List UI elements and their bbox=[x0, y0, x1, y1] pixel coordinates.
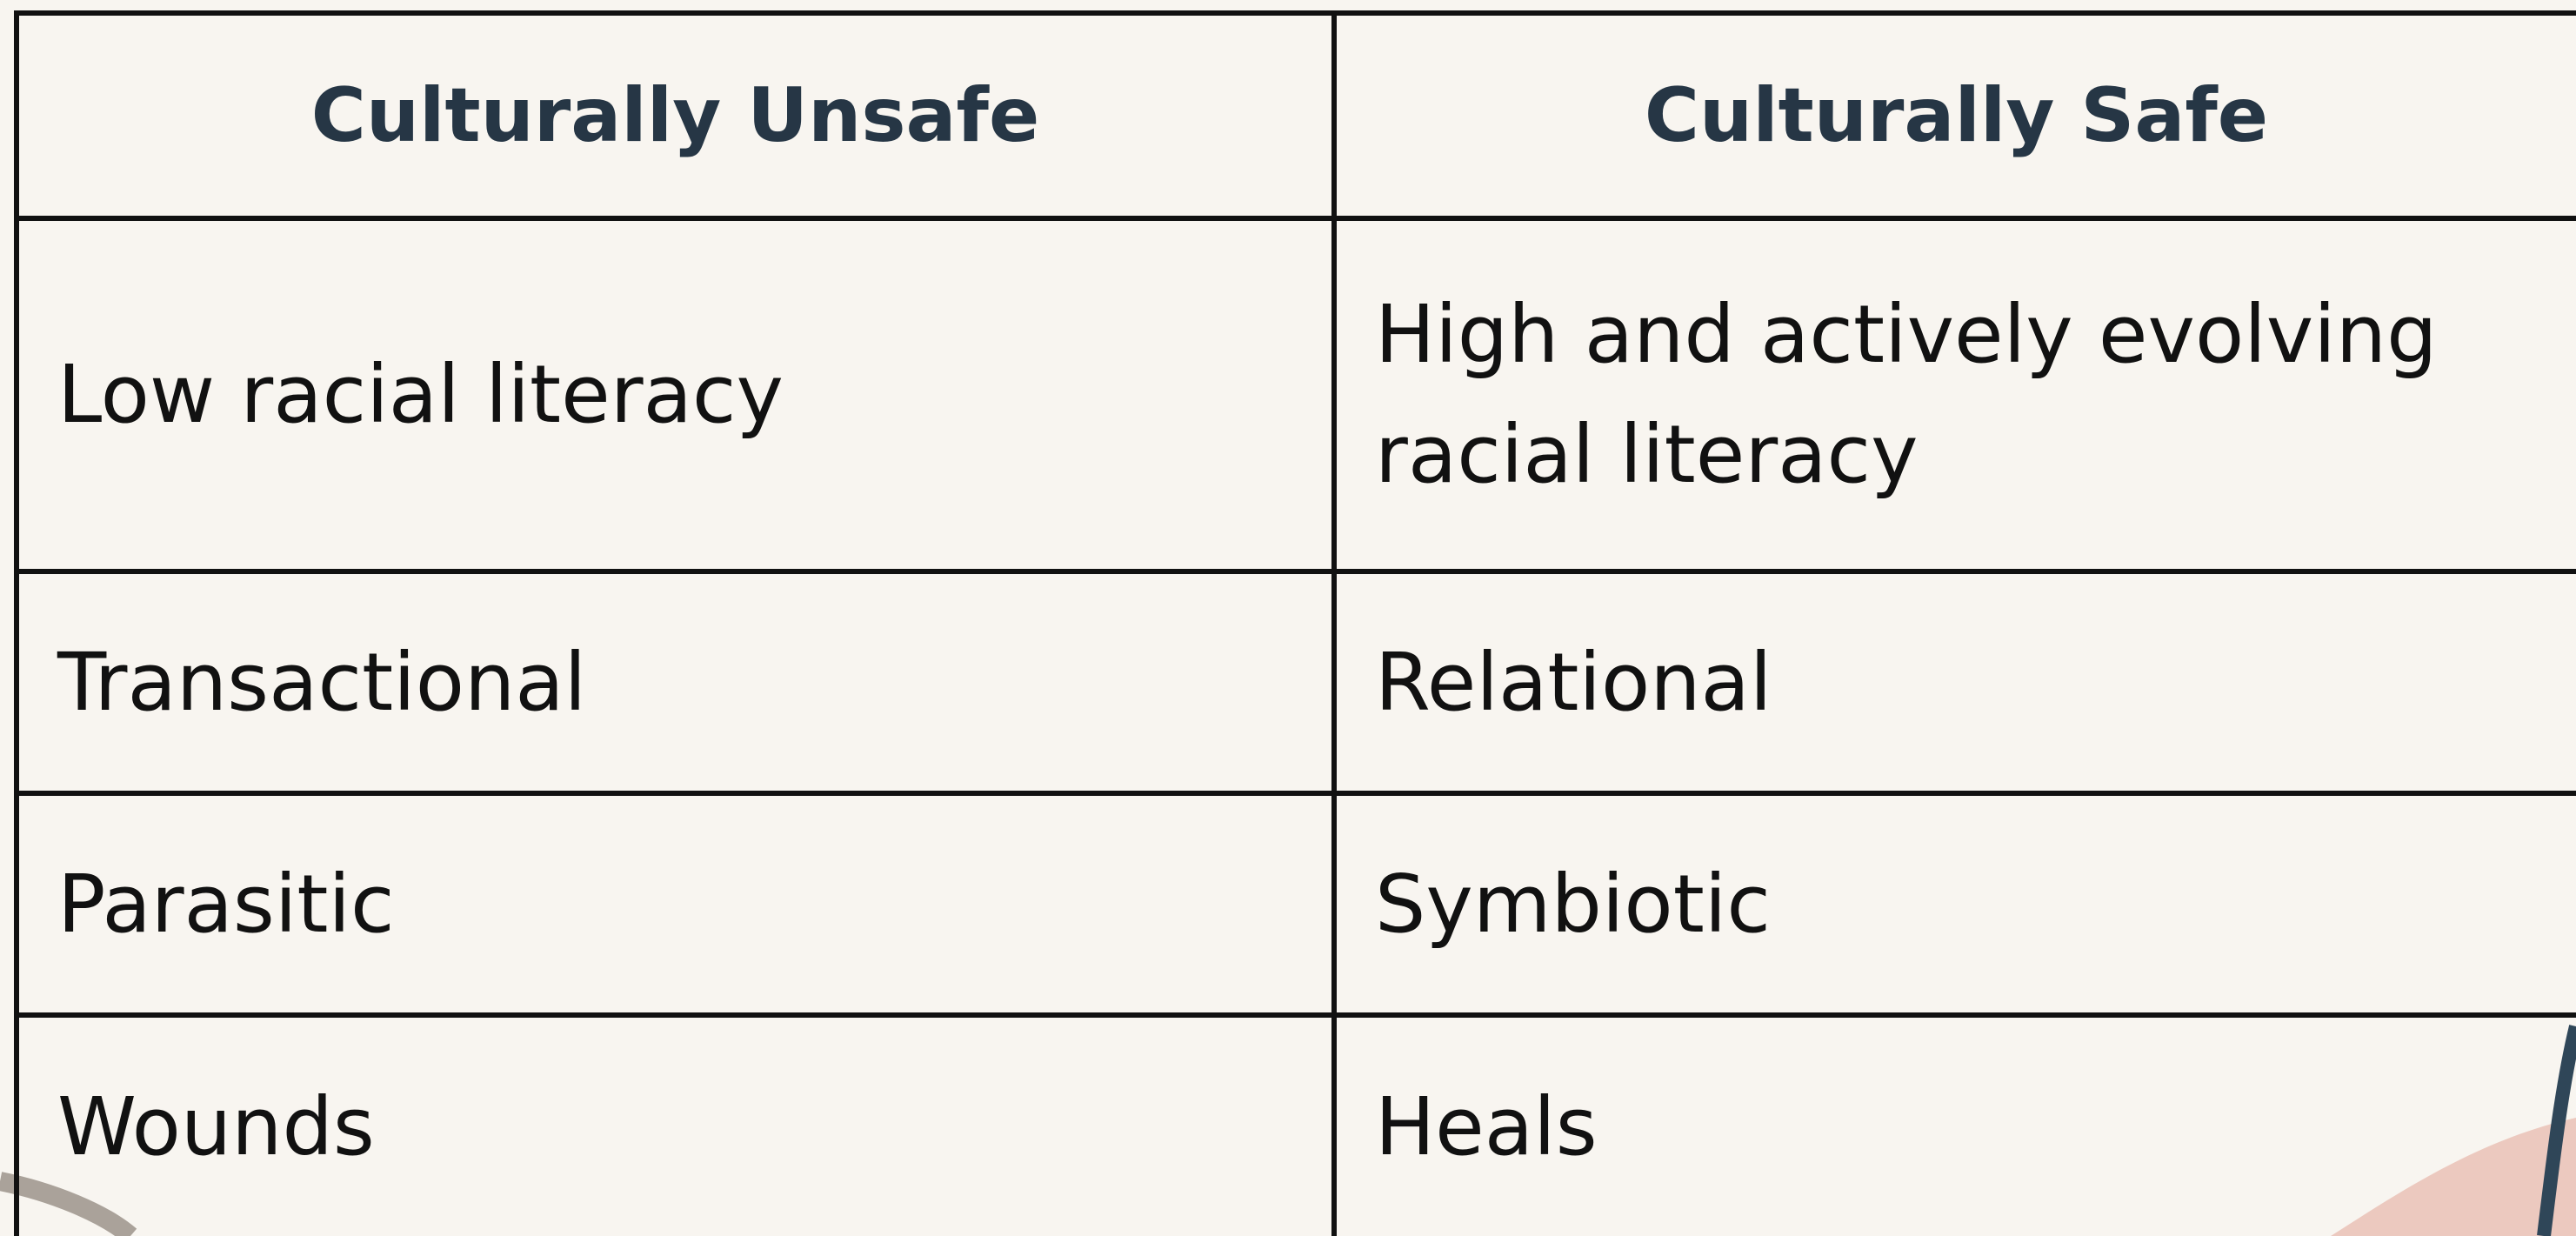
table-border bbox=[14, 569, 2576, 574]
table-cell: High and actively evolving racial litera… bbox=[1375, 288, 2438, 501]
table-border bbox=[1331, 10, 1337, 1236]
table-cell: Parasitic bbox=[57, 857, 395, 951]
table-border bbox=[14, 791, 2576, 796]
navy-curve bbox=[2537, 1025, 2576, 1236]
header-cell: Culturally Safe bbox=[1644, 71, 2269, 159]
table-cell: Low racial literacy bbox=[57, 348, 784, 441]
pink-blob bbox=[2331, 1118, 2576, 1236]
table-cell: Transactional bbox=[57, 635, 587, 729]
table-border bbox=[14, 10, 19, 1236]
table-cell: Heals bbox=[1375, 1079, 1598, 1173]
table-border bbox=[14, 10, 2576, 16]
table-border bbox=[14, 1012, 2576, 1018]
header-cell: Culturally Unsafe bbox=[310, 71, 1040, 159]
table-cell: Relational bbox=[1375, 635, 1772, 729]
table-border bbox=[14, 216, 2576, 221]
table-cell: Symbiotic bbox=[1375, 857, 1771, 951]
table-cell: Wounds bbox=[57, 1079, 375, 1173]
